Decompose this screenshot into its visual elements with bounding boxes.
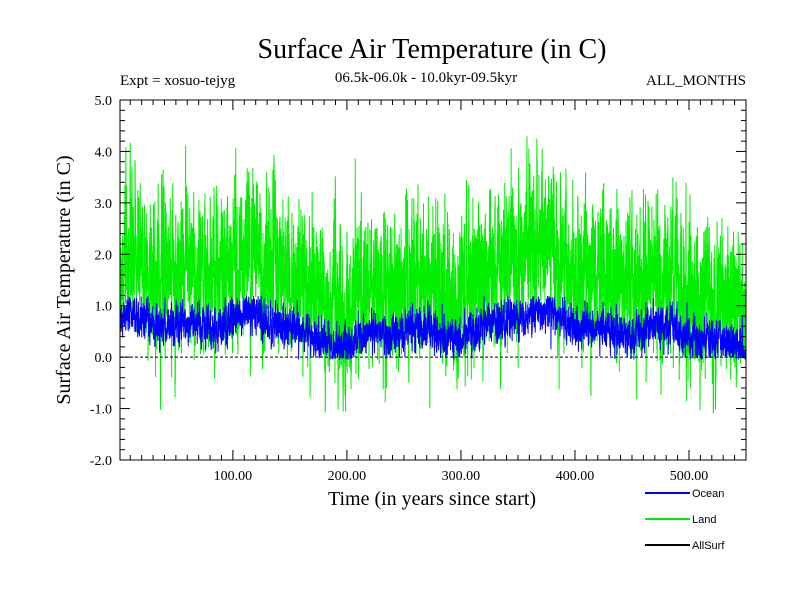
y-tick-label: 0.0 [95, 351, 113, 366]
y-tick-label: 3.0 [95, 197, 113, 212]
x-axis-label: Time (in years since start) [328, 488, 536, 510]
legend-label-ocean: Ocean [692, 488, 724, 500]
months-label: ALL_MONTHS [646, 73, 746, 89]
y-tick-label: -2.0 [90, 454, 112, 469]
legend-label-land: Land [692, 514, 716, 526]
y-tick-label: 4.0 [95, 145, 113, 160]
legend-label-allsurf: AllSurf [692, 540, 725, 552]
chart-title: Surface Air Temperature (in C) [258, 34, 607, 65]
x-tick-label: 200.00 [328, 469, 367, 484]
plot-series [119, 136, 747, 414]
series-land-line [119, 136, 747, 414]
x-tick-label: 100.00 [214, 469, 253, 484]
x-axis: 100.00 200.00 300.00 400.00 500.00 [129, 100, 736, 484]
experiment-label: Expt = xosuo-tejyg [120, 73, 236, 89]
period-label: 06.5k-06.0k - 10.0kyr-09.5kyr [335, 70, 517, 86]
y-tick-label: -1.0 [90, 403, 112, 418]
x-tick-label: 500.00 [670, 469, 709, 484]
y-tick-label: 1.0 [95, 300, 113, 315]
y-tick-label: 5.0 [95, 94, 113, 109]
series-ocean-line [119, 295, 747, 360]
y-axis: -2.0 -1.0 0.0 1.0 2.0 3.0 4.0 5.0 [90, 94, 746, 469]
x-tick-label: 400.00 [556, 469, 595, 484]
plot-frame [119, 99, 747, 461]
y-tick-label: 2.0 [95, 248, 113, 263]
legend: Ocean Land AllSurf [645, 488, 725, 552]
x-tick-label: 300.00 [442, 469, 481, 484]
y-axis-label: Surface Air Temperature (in C) [53, 155, 75, 404]
